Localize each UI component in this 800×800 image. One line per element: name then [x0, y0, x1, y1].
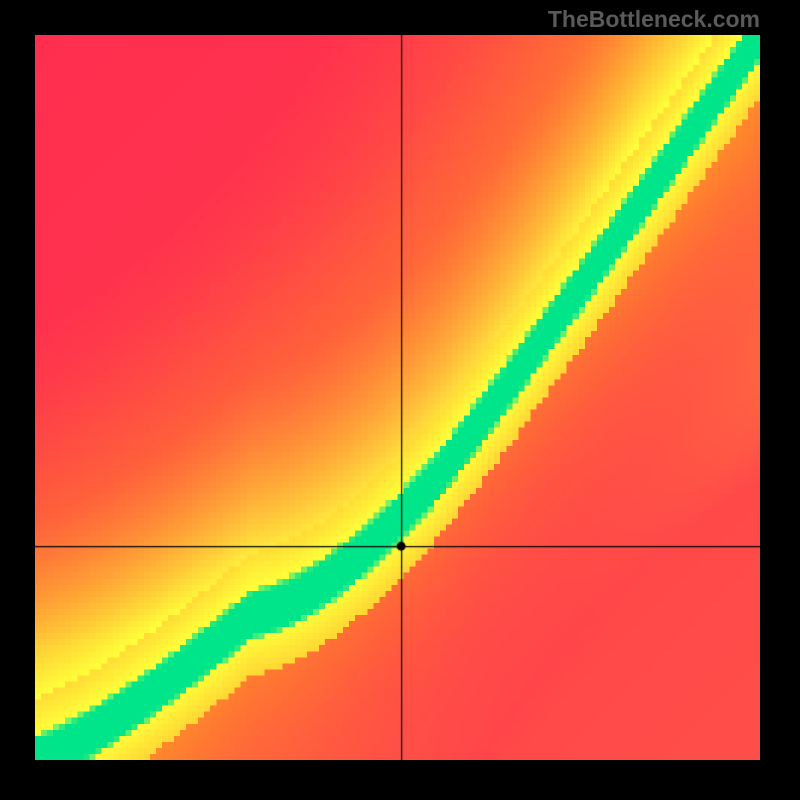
watermark-text: TheBottleneck.com [548, 6, 760, 33]
bottleneck-heatmap [35, 35, 760, 760]
chart-container: TheBottleneck.com [0, 0, 800, 800]
